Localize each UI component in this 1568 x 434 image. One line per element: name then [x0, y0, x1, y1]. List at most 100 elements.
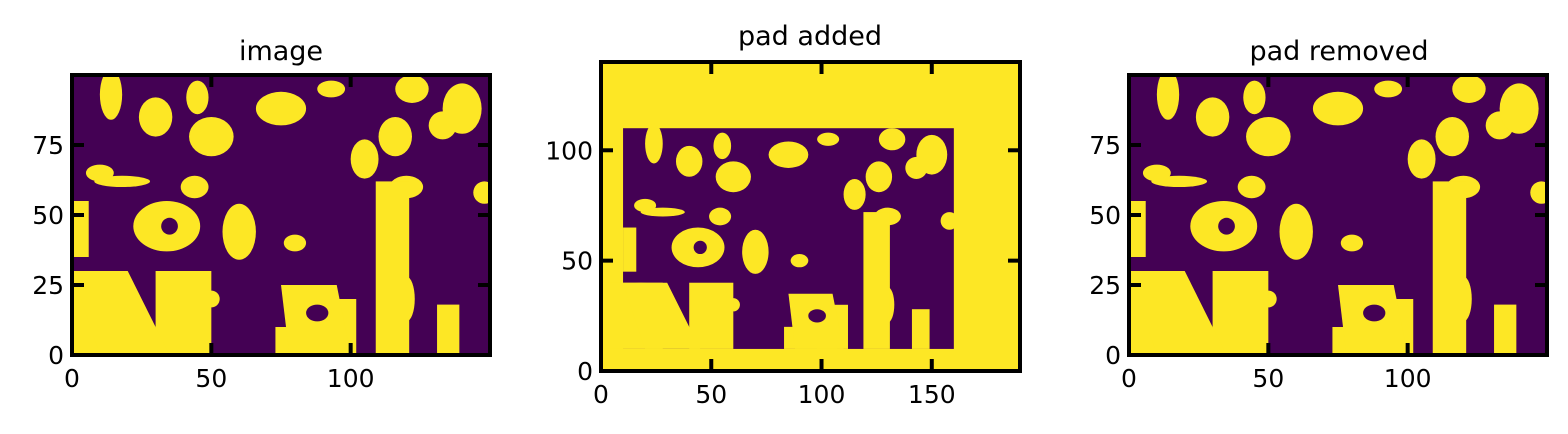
y-ticks: 0 25 50 75: [1089, 131, 1547, 370]
pore-band: [72, 271, 170, 355]
x-tick-label: 0: [64, 364, 80, 393]
pore-blob: [1374, 80, 1403, 98]
pore-blob: [916, 134, 948, 175]
pore-hole: [693, 240, 707, 255]
pore-band: [1432, 181, 1467, 355]
pore-blob: [1530, 181, 1547, 204]
x-tick-label: 150: [908, 380, 956, 409]
pore-blob: [1407, 139, 1436, 179]
panel-pad-added: pad added 0 50 100 150 0 50 100: [545, 21, 1022, 409]
pore-blob: [878, 128, 906, 151]
pore-blob: [442, 83, 482, 134]
pore-hole: [1218, 217, 1235, 235]
heatmap-area: [72, 75, 490, 355]
panel-pad-removed: pad removed 0 50 100 0 25 50 75: [1089, 36, 1549, 393]
pore-blob: [1340, 234, 1364, 252]
pore-blob: [1243, 80, 1266, 115]
pore-blob: [1156, 75, 1180, 120]
pore-band: [1494, 304, 1517, 355]
pore-blob: [709, 207, 732, 226]
pore-blob: [1279, 203, 1313, 260]
pore-blob: [1499, 83, 1539, 134]
pore-blob: [1435, 117, 1469, 157]
pore-blob: [395, 75, 429, 103]
pore-blob: [1237, 175, 1266, 199]
x-tick-label: 100: [1384, 364, 1432, 393]
pore-band: [437, 304, 460, 355]
x-tick-label: 0: [593, 380, 609, 409]
y-tick-label: 25: [32, 271, 64, 300]
x-ticks: 0 50 100: [1121, 75, 1432, 393]
x-ticks: 0 50 100 150: [593, 62, 956, 409]
y-ticks: 0 25 50 75: [32, 131, 490, 370]
y-tick-label: 0: [48, 341, 64, 370]
pore-blob: [189, 117, 234, 157]
pore-blob: [675, 145, 703, 177]
pore-blob: [85, 164, 114, 182]
pore-blob: [138, 97, 173, 137]
pore-band: [1129, 201, 1146, 257]
pore-hole: [306, 304, 329, 322]
pore-band: [375, 181, 410, 355]
pore-hole: [161, 217, 178, 235]
y-tick-label: 0: [1105, 341, 1121, 370]
pore-band: [1129, 271, 1227, 355]
pore-blob: [317, 80, 346, 98]
heatmap-area: [1129, 75, 1547, 355]
x-tick-label: 50: [1252, 364, 1284, 393]
axes-frame: [599, 60, 1022, 373]
pore-blob: [99, 75, 123, 120]
y-tick-label: 75: [1089, 131, 1121, 160]
panel-title: image: [239, 36, 323, 67]
y-ticks: 0 50 100: [545, 136, 1020, 386]
pore-blob: [473, 181, 490, 204]
x-ticks: 0 50 100: [64, 75, 375, 393]
pore-blob: [634, 198, 657, 213]
pore-blob: [1452, 75, 1486, 103]
y-tick-label: 50: [561, 247, 593, 276]
pore-hole: [808, 309, 826, 323]
pore-band: [623, 227, 637, 272]
pore-blob: [940, 212, 959, 230]
x-tick-label: 100: [327, 364, 375, 393]
pore-blob: [255, 91, 307, 126]
pore-band: [155, 271, 212, 355]
pore-blob: [1195, 97, 1230, 137]
pore-band: [623, 282, 701, 349]
pore-blob: [180, 175, 209, 199]
pore-blob: [350, 139, 379, 179]
pore-blob: [1246, 117, 1291, 157]
pore-blob: [790, 254, 809, 268]
panel-title: pad added: [738, 21, 882, 52]
pore-blob: [283, 234, 307, 252]
pore-blob: [843, 178, 866, 210]
panel-image: image 0 50 100 0 25 50 75: [32, 36, 492, 393]
pore-blob: [817, 132, 840, 146]
pore-blob: [768, 141, 809, 168]
pore-band: [911, 309, 930, 349]
pore-blob: [865, 161, 893, 193]
pore-band: [689, 282, 734, 349]
y-tick-label: 25: [1089, 271, 1121, 300]
x-tick-label: 50: [695, 380, 727, 409]
pore-hole: [1363, 304, 1386, 322]
pore-blob: [715, 161, 751, 193]
panel-title: pad removed: [1249, 36, 1428, 67]
pore-blob: [222, 203, 256, 260]
pore-blob: [713, 132, 732, 160]
x-tick-label: 100: [798, 380, 846, 409]
y-tick-label: 75: [32, 131, 64, 160]
pore-band: [72, 201, 89, 257]
y-tick-label: 50: [32, 201, 64, 230]
x-tick-label: 50: [195, 364, 227, 393]
pore-blob: [1142, 164, 1171, 182]
y-tick-label: 50: [1089, 201, 1121, 230]
x-tick-label: 0: [1121, 364, 1137, 393]
pore-blob: [645, 123, 663, 164]
y-tick-label: 100: [545, 136, 593, 165]
heatmap-area: [601, 62, 1020, 371]
pore-blob: [378, 117, 412, 157]
pore-band: [1212, 271, 1269, 355]
pore-blob: [742, 229, 769, 274]
